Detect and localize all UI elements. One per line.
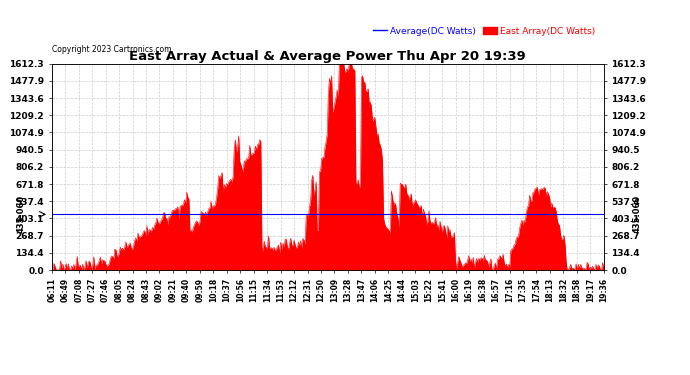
- Legend: Average(DC Watts), East Array(DC Watts): Average(DC Watts), East Array(DC Watts): [369, 23, 599, 39]
- Text: Copyright 2023 Cartronics.com: Copyright 2023 Cartronics.com: [52, 45, 171, 54]
- Text: 435.060: 435.060: [632, 195, 642, 233]
- Title: East Array Actual & Average Power Thu Apr 20 19:39: East Array Actual & Average Power Thu Ap…: [130, 50, 526, 63]
- Text: 435.060: 435.060: [17, 195, 26, 233]
